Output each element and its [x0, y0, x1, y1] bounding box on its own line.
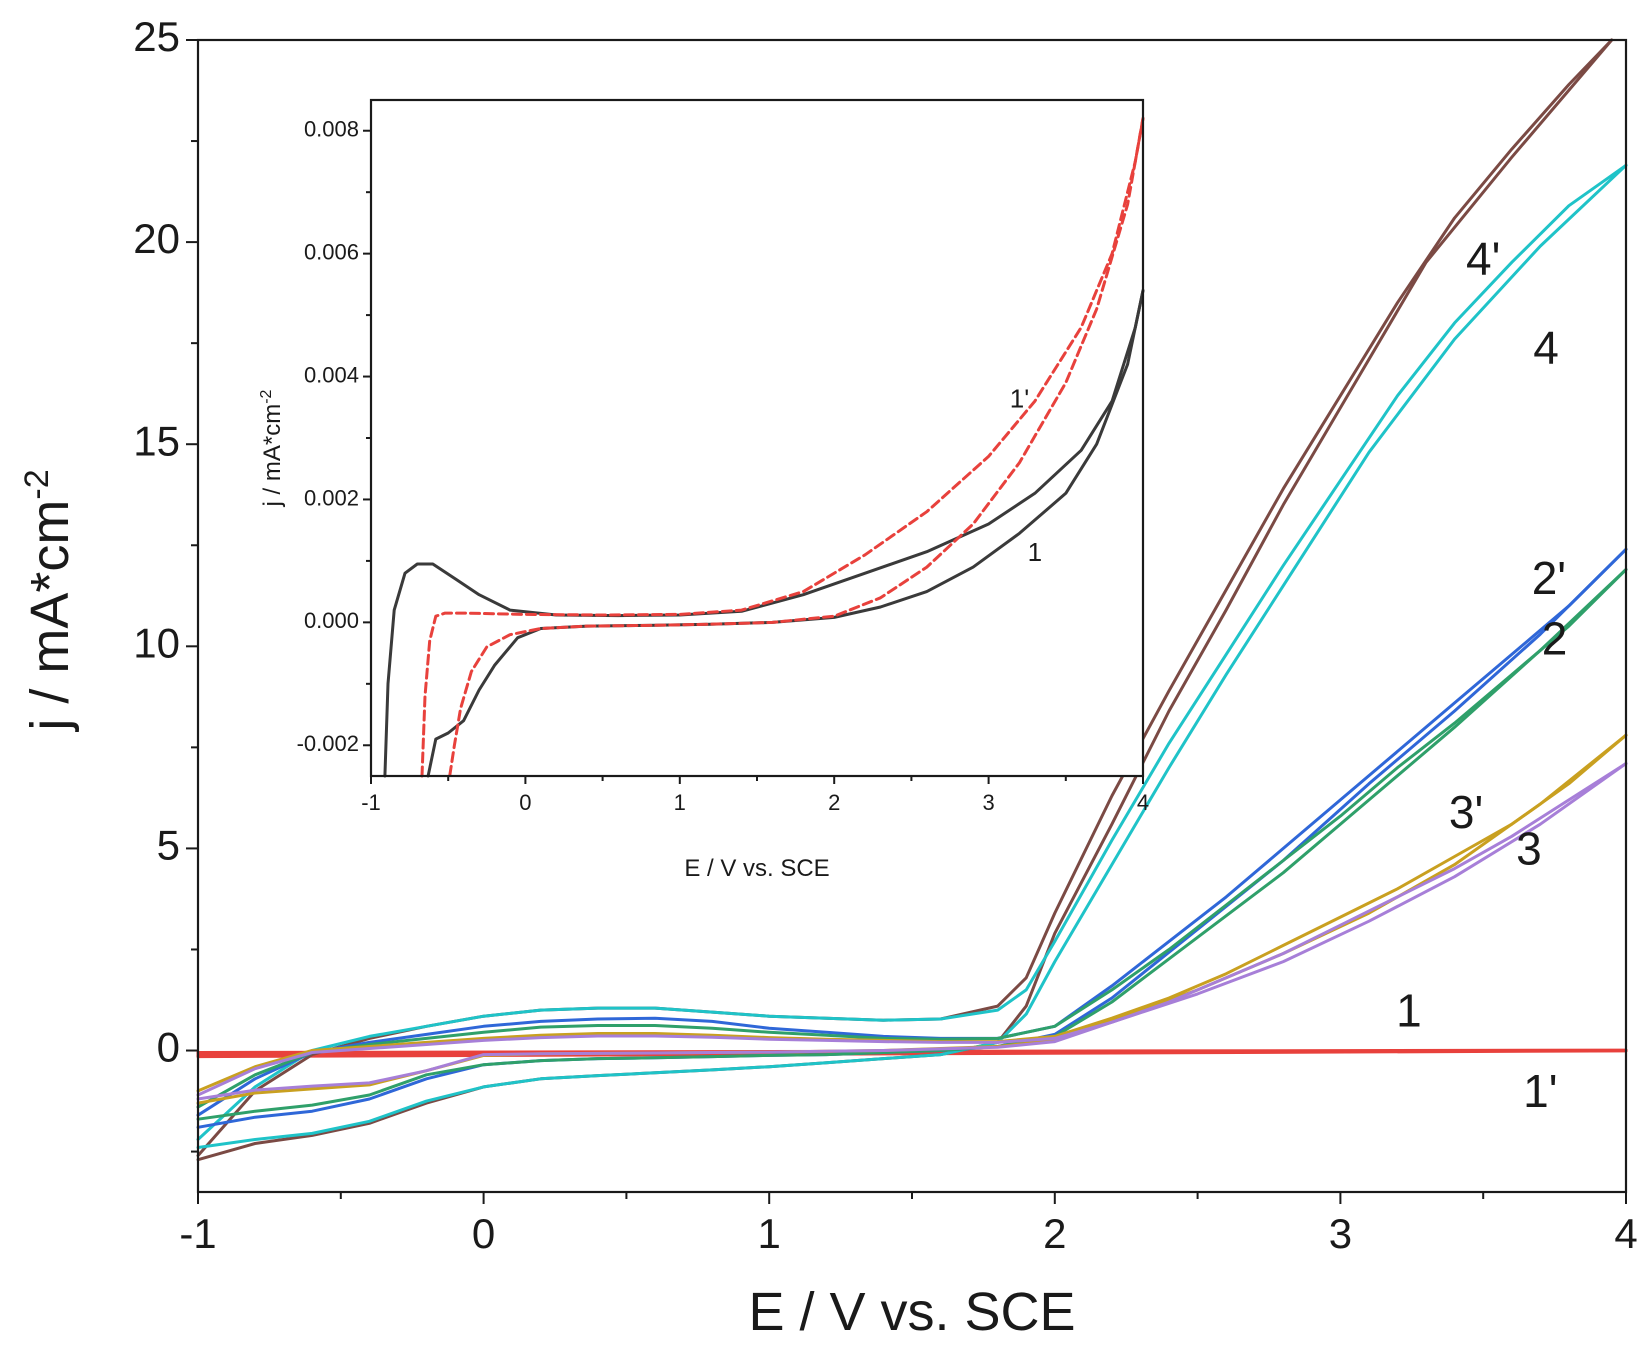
main-curve-label-4-prime: 4' — [1466, 232, 1500, 284]
main-x-tick-label: 2 — [1043, 1210, 1066, 1257]
inset-y-tick-label: 0.006 — [304, 239, 359, 264]
inset-curve-1-prime-forward — [420, 116, 1145, 778]
inset-x-tick-label: 3 — [982, 790, 994, 815]
inset-curve-label-1-prime: 1' — [1010, 383, 1029, 413]
main-y-tick-label: 20 — [133, 215, 180, 262]
inset-y-axis-title-exponent: -2 — [258, 389, 275, 403]
main-y-tick-label: 10 — [133, 619, 180, 666]
inset-curves — [383, 116, 1145, 778]
inset-x-tick-label: 4 — [1137, 790, 1149, 815]
main-y-tick-label: 0 — [157, 1024, 180, 1071]
main-curve-3-reverse — [196, 762, 1628, 1101]
main-curve-label-2: 2 — [1542, 612, 1568, 664]
main-curves — [196, 38, 1628, 1162]
inset-x-tick-label: 2 — [828, 790, 840, 815]
main-curve-label-2-prime: 2' — [1532, 552, 1566, 604]
main-curve-label-1: 1 — [1396, 984, 1422, 1036]
inset-y-tick-label: 0.002 — [304, 485, 359, 510]
inset-curve-labels: 1' 1 — [1010, 383, 1042, 567]
inset-x-tick-label: -1 — [361, 790, 381, 815]
main-curve-label-3-prime: 3' — [1449, 786, 1483, 838]
main-curve-labels: 4' 4 2' 2 3' 3 1 1' — [1396, 232, 1567, 1117]
inset-y-axis-title-text: j / mA*cm — [259, 404, 286, 508]
inset-curve-1-forward — [383, 289, 1145, 778]
main-y-tick-label: 5 — [157, 822, 180, 869]
main-y-axis-title-text: j / mA*cm — [20, 500, 80, 733]
main-x-tick-label: 4 — [1614, 1210, 1637, 1257]
main-curve-label-3: 3 — [1516, 823, 1542, 875]
main-curve-label-4: 4 — [1533, 321, 1559, 373]
main-curve-3-forward — [196, 762, 1628, 1097]
main-curve-2-forward — [196, 568, 1628, 1109]
main-curve-2-reverse — [196, 568, 1628, 1121]
main-x-tick-label: 1 — [758, 1210, 781, 1257]
main-curve-1-prime-reverse — [196, 1049, 1628, 1059]
inset-y-tick-label: 0.008 — [304, 117, 359, 142]
inset-chart: -1 0 1 2 3 4 -0.002 0.000 0.002 0.004 0.006 0.008 1… — [258, 98, 1150, 882]
inset-axis-ticks: -1 0 1 2 3 4 -0.002 0.000 0.002 0.004 0.006 0.008 — [297, 117, 1150, 815]
main-x-tick-label: -1 — [179, 1210, 216, 1257]
main-y-tick-label: 25 — [133, 13, 180, 60]
inset-curve-label-1: 1 — [1028, 537, 1042, 567]
main-curve-4-reverse — [196, 163, 1628, 1149]
inset-y-tick-label: 0.004 — [304, 362, 359, 387]
main-y-axis-title: j / mA*cm-2 — [18, 469, 80, 732]
inset-y-axis-title: j / mA*cm-2 — [258, 389, 286, 507]
main-x-tick-label: 0 — [472, 1210, 495, 1257]
inset-y-tick-label: -0.002 — [297, 731, 359, 756]
inset-background — [371, 100, 1143, 776]
inset-x-tick-label: 1 — [674, 790, 686, 815]
inset-x-tick-label: 0 — [519, 790, 531, 815]
inset-y-tick-label: 0.000 — [304, 608, 359, 633]
main-x-tick-label: 3 — [1329, 1210, 1352, 1257]
main-y-axis-title-exponent: -2 — [18, 469, 56, 499]
main-curve-4-forward — [196, 163, 1628, 1141]
main-x-axis-title: E / V vs. SCE — [748, 1282, 1075, 1342]
inset-curve-1-prime-reverse — [448, 116, 1145, 778]
main-curve-label-1-prime: 1' — [1523, 1065, 1557, 1117]
main-y-tick-label: 15 — [133, 417, 180, 464]
inset-x-axis-title: E / V vs. SCE — [684, 855, 829, 882]
